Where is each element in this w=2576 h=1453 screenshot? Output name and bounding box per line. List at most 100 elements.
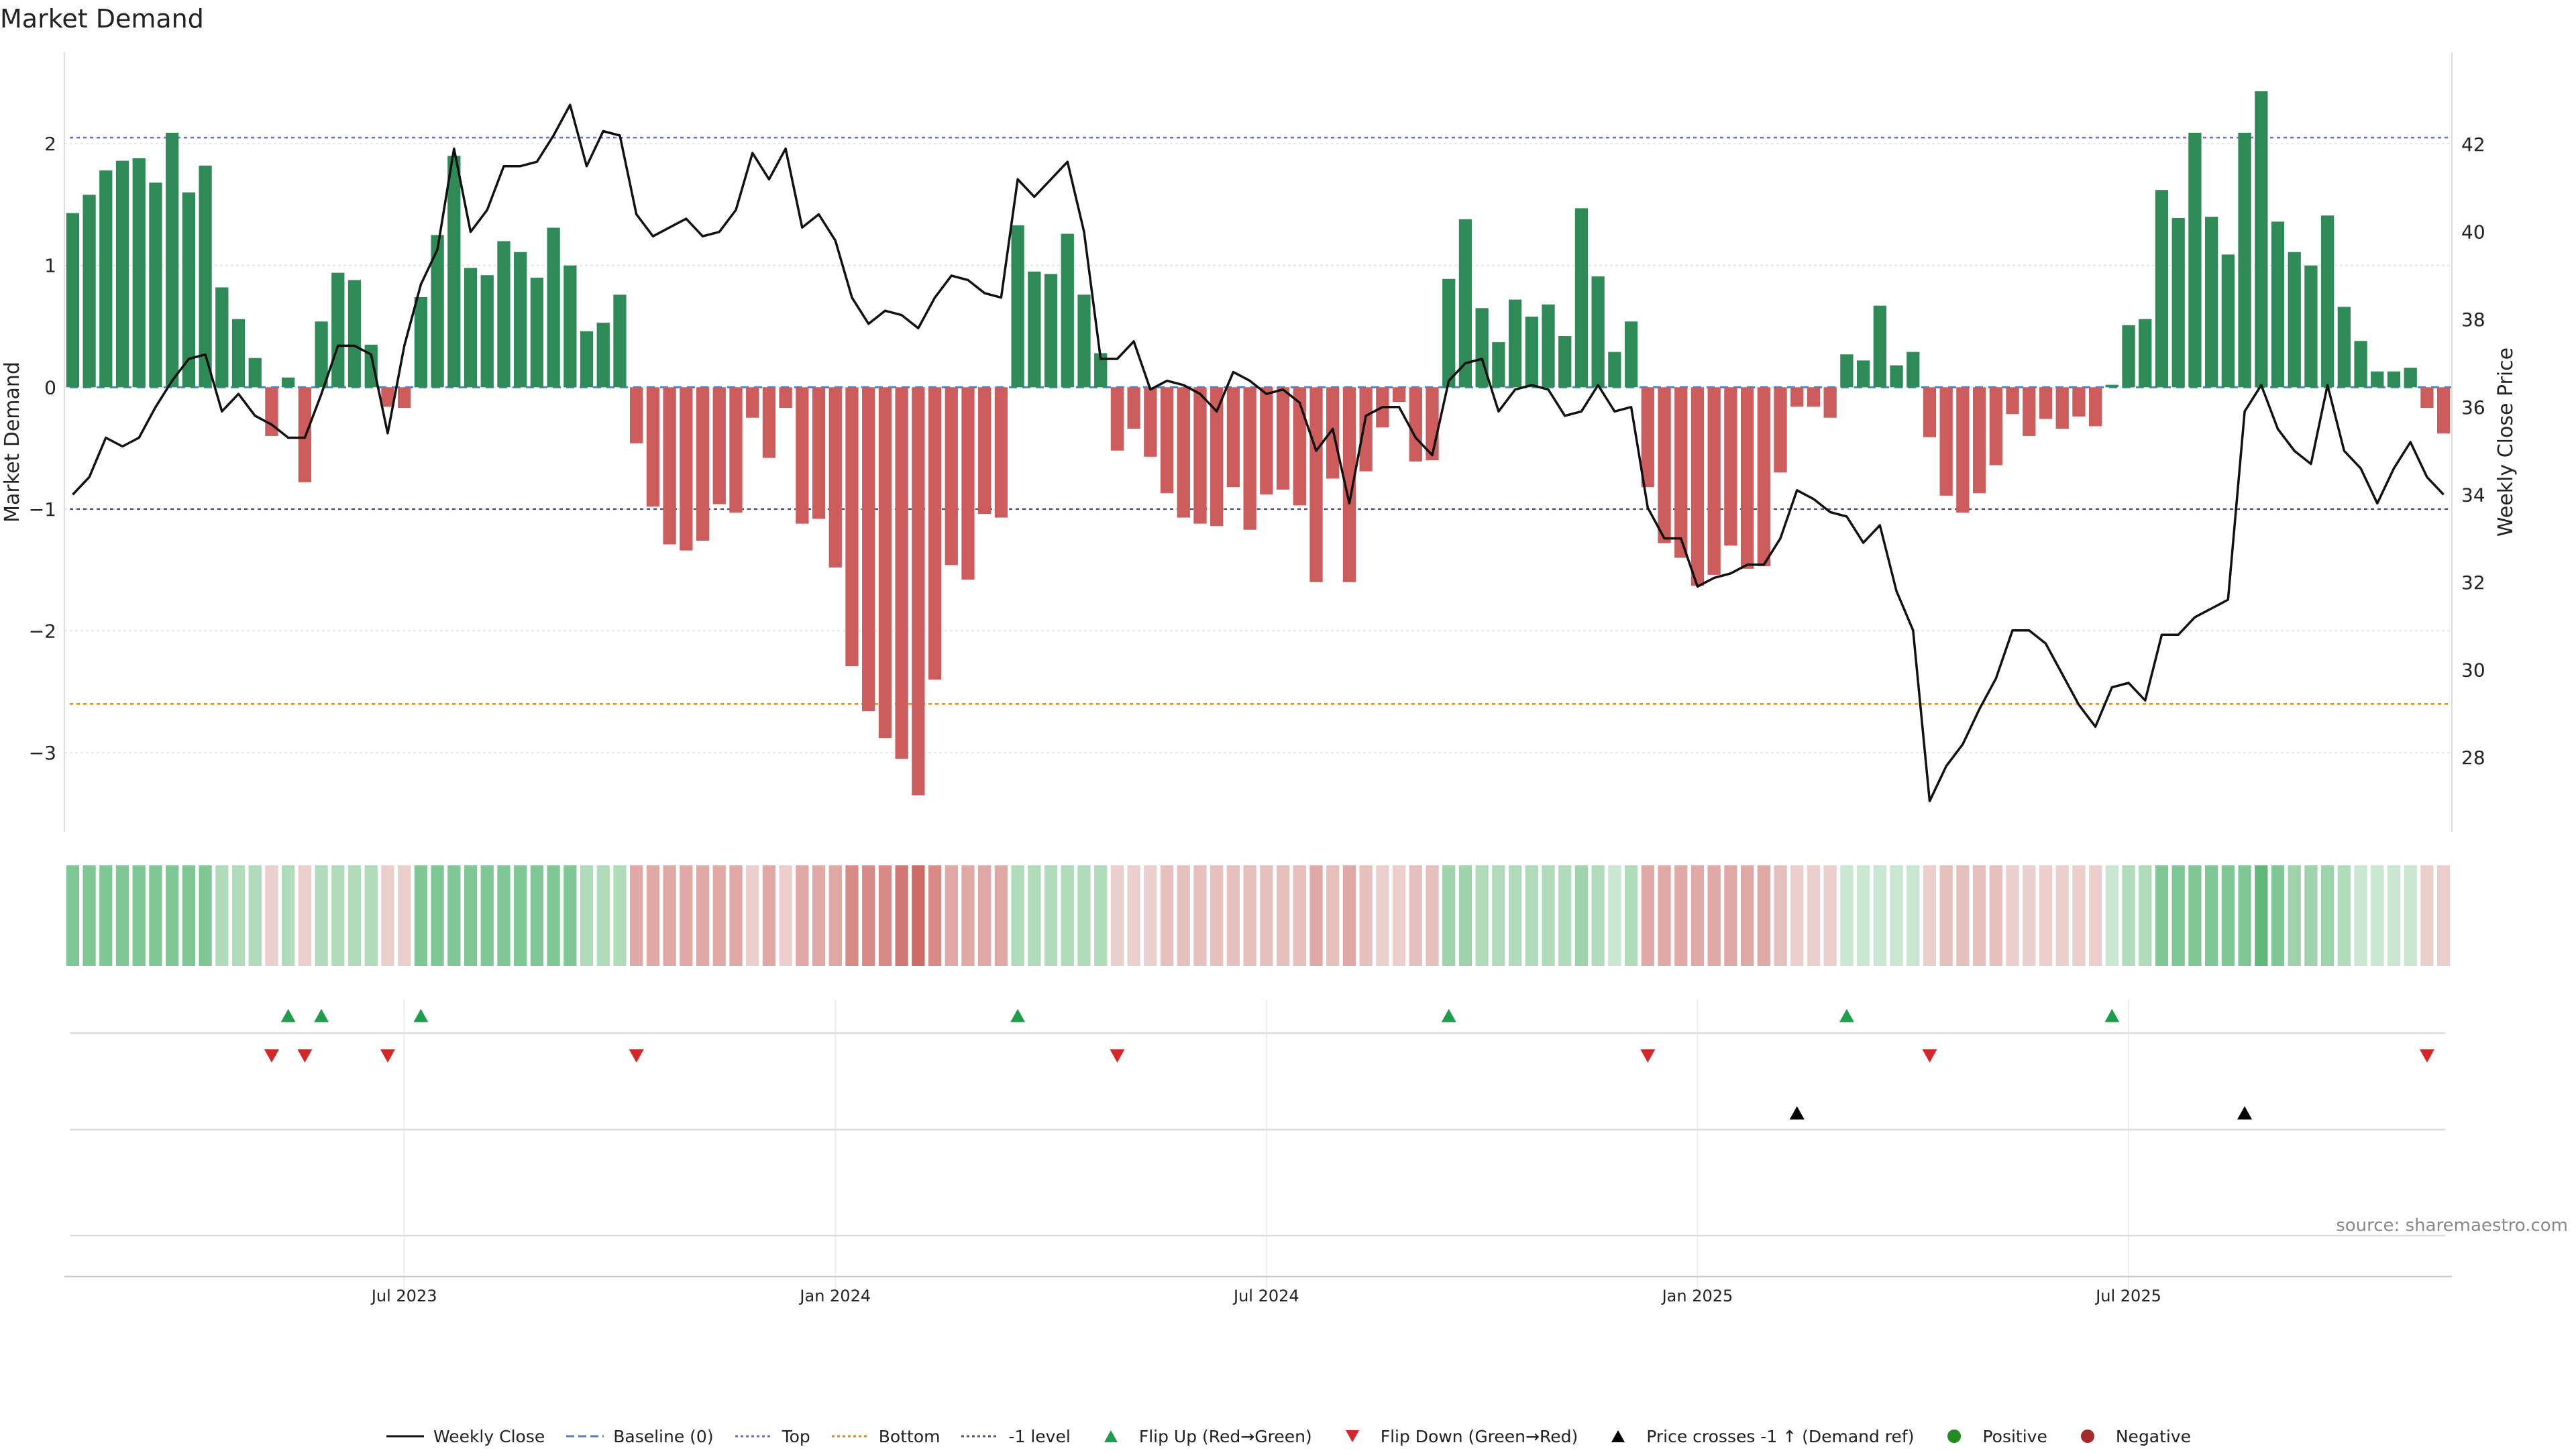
legend-swatch-icon — [566, 1435, 604, 1438]
demand-bar — [564, 265, 577, 388]
legend-swatch-icon — [386, 1435, 424, 1438]
demand-bar — [2105, 384, 2118, 388]
heat-strip-cell — [1458, 865, 1472, 966]
heat-strip-cell — [99, 865, 113, 966]
legend-item: Positive — [1934, 1427, 2047, 1446]
heat-strip-cell — [1840, 865, 1854, 966]
demand-bar — [231, 319, 246, 388]
demand-bar — [762, 387, 776, 458]
legend-swatch-icon — [831, 1435, 869, 1438]
demand-bar — [1574, 208, 1589, 388]
heat-strip-cell — [1011, 865, 1024, 966]
demand-bar — [895, 387, 908, 759]
demand-bar — [2155, 190, 2169, 388]
demand-bar — [431, 235, 444, 388]
heat-strip-cell — [712, 865, 726, 966]
demand-bar — [1359, 387, 1373, 472]
demand-bar — [1442, 278, 1456, 388]
demand-bar — [1044, 274, 1058, 388]
demand-bar — [1907, 352, 1920, 388]
legend-label: Price crosses -1 ↑ (Demand ref) — [1646, 1426, 1915, 1446]
y2-tick-label: 36 — [2461, 396, 2485, 419]
heat-strip-cell — [149, 865, 162, 966]
heat-strip-cell — [1193, 865, 1207, 966]
heat-strip-cell — [2337, 865, 2351, 966]
heat-strip-cell — [497, 865, 511, 966]
heat-strip-cell — [2288, 865, 2301, 966]
demand-bar — [1856, 360, 1870, 388]
demand-bar — [83, 195, 96, 388]
heat-strip-cell — [2039, 865, 2053, 966]
y2-tick-label: 30 — [2461, 659, 2485, 681]
heat-strip-cell — [132, 865, 146, 966]
heat-strip-cell — [1144, 865, 1157, 966]
legend-item: -1 level — [960, 1427, 1071, 1446]
heat-strip-cell — [1492, 865, 1505, 966]
demand-bar — [1823, 387, 1837, 418]
legend-label: Weekly Close — [433, 1426, 545, 1446]
x-tick-label: Jul 2023 — [370, 1287, 437, 1305]
demand-bar — [2055, 387, 2069, 429]
legend-swatch-icon — [961, 1435, 1000, 1438]
axes: 2 1 0 −1 −2 −3 42 40 38 36 34 32 30 28 Market Demand We… — [1, 52, 2518, 832]
heat-strip-cell — [1807, 865, 1821, 966]
heat-strip-cell — [2255, 865, 2268, 966]
demand-bar — [414, 297, 428, 388]
heat-strip-cell — [1044, 865, 1058, 966]
heat-strip-cell — [1608, 865, 1621, 966]
heat-strip-cell — [1591, 865, 1605, 966]
legend-label: Flip Up (Red→Green) — [1138, 1426, 1312, 1446]
heat-strip-cell — [1525, 865, 1538, 966]
demand-bar — [812, 387, 826, 519]
x-tick-label: Jan 2025 — [1661, 1287, 1733, 1305]
demand-bar — [1342, 387, 1356, 582]
heat-strip-cell — [1226, 865, 1240, 966]
demand-bar — [1061, 233, 1074, 388]
y2-tick-label: 34 — [2461, 484, 2485, 506]
demand-bar — [182, 192, 196, 388]
heat-strip-cell — [2088, 865, 2102, 966]
heat-strip-cell — [1376, 865, 1389, 966]
heat-strip-cell — [1210, 865, 1224, 966]
demand-bar — [2122, 325, 2135, 388]
heat-strip-cell — [779, 865, 792, 966]
source-note: source: sharemaestro.com — [2336, 1216, 2568, 1236]
heat-strip-cell — [2023, 865, 2036, 966]
heat-strip-cell — [1359, 865, 1373, 966]
demand-bar — [878, 387, 892, 739]
demand-bar — [2088, 387, 2102, 427]
heat-strip-cell — [646, 865, 660, 966]
heat-strip-cell — [2387, 865, 2401, 966]
legend-item: Top — [734, 1427, 810, 1446]
y2-tick-label: 28 — [2461, 747, 2485, 769]
demand-bar — [1790, 387, 1804, 407]
demand-bar — [132, 158, 146, 388]
flip-up-marker — [1441, 1009, 1456, 1022]
demand-bar — [2320, 215, 2334, 388]
legend-swatch-icon — [735, 1435, 773, 1438]
heat-strip-cell — [514, 865, 527, 966]
heat-strip-cell — [66, 865, 79, 966]
legend-item: Flip Up (Red→Green) — [1091, 1427, 1312, 1446]
heat-strip-cell — [1890, 865, 1903, 966]
demand-bar — [712, 387, 726, 504]
heat-strip-cell — [2006, 865, 2019, 966]
heat-strip-cell — [1690, 865, 1705, 966]
heat-strip-cell — [282, 865, 295, 966]
demand-bar — [2072, 387, 2086, 417]
heat-strip-cell — [1757, 865, 1770, 966]
heat-strip-cell — [746, 865, 759, 966]
heat-strip-cell — [1426, 865, 1439, 966]
heat-strip-cell — [1293, 865, 1306, 966]
demand-bar — [2221, 254, 2235, 388]
demand-bar — [2139, 319, 2152, 388]
heat-strip-cell — [1823, 865, 1837, 966]
x-axis: Jul 2023 Jan 2024 Jul 2024 Jan 2025 Jul 2025 — [64, 1275, 2452, 1305]
flip-down-marker — [1640, 1049, 1656, 1063]
heat-strip-cell — [2271, 865, 2285, 966]
heat-strip-cell — [630, 865, 643, 966]
heat-strip-cell — [1160, 865, 1174, 966]
demand-bar — [1724, 387, 1737, 546]
demand-bar — [1177, 387, 1190, 518]
heat-strip-cell — [2105, 865, 2118, 966]
